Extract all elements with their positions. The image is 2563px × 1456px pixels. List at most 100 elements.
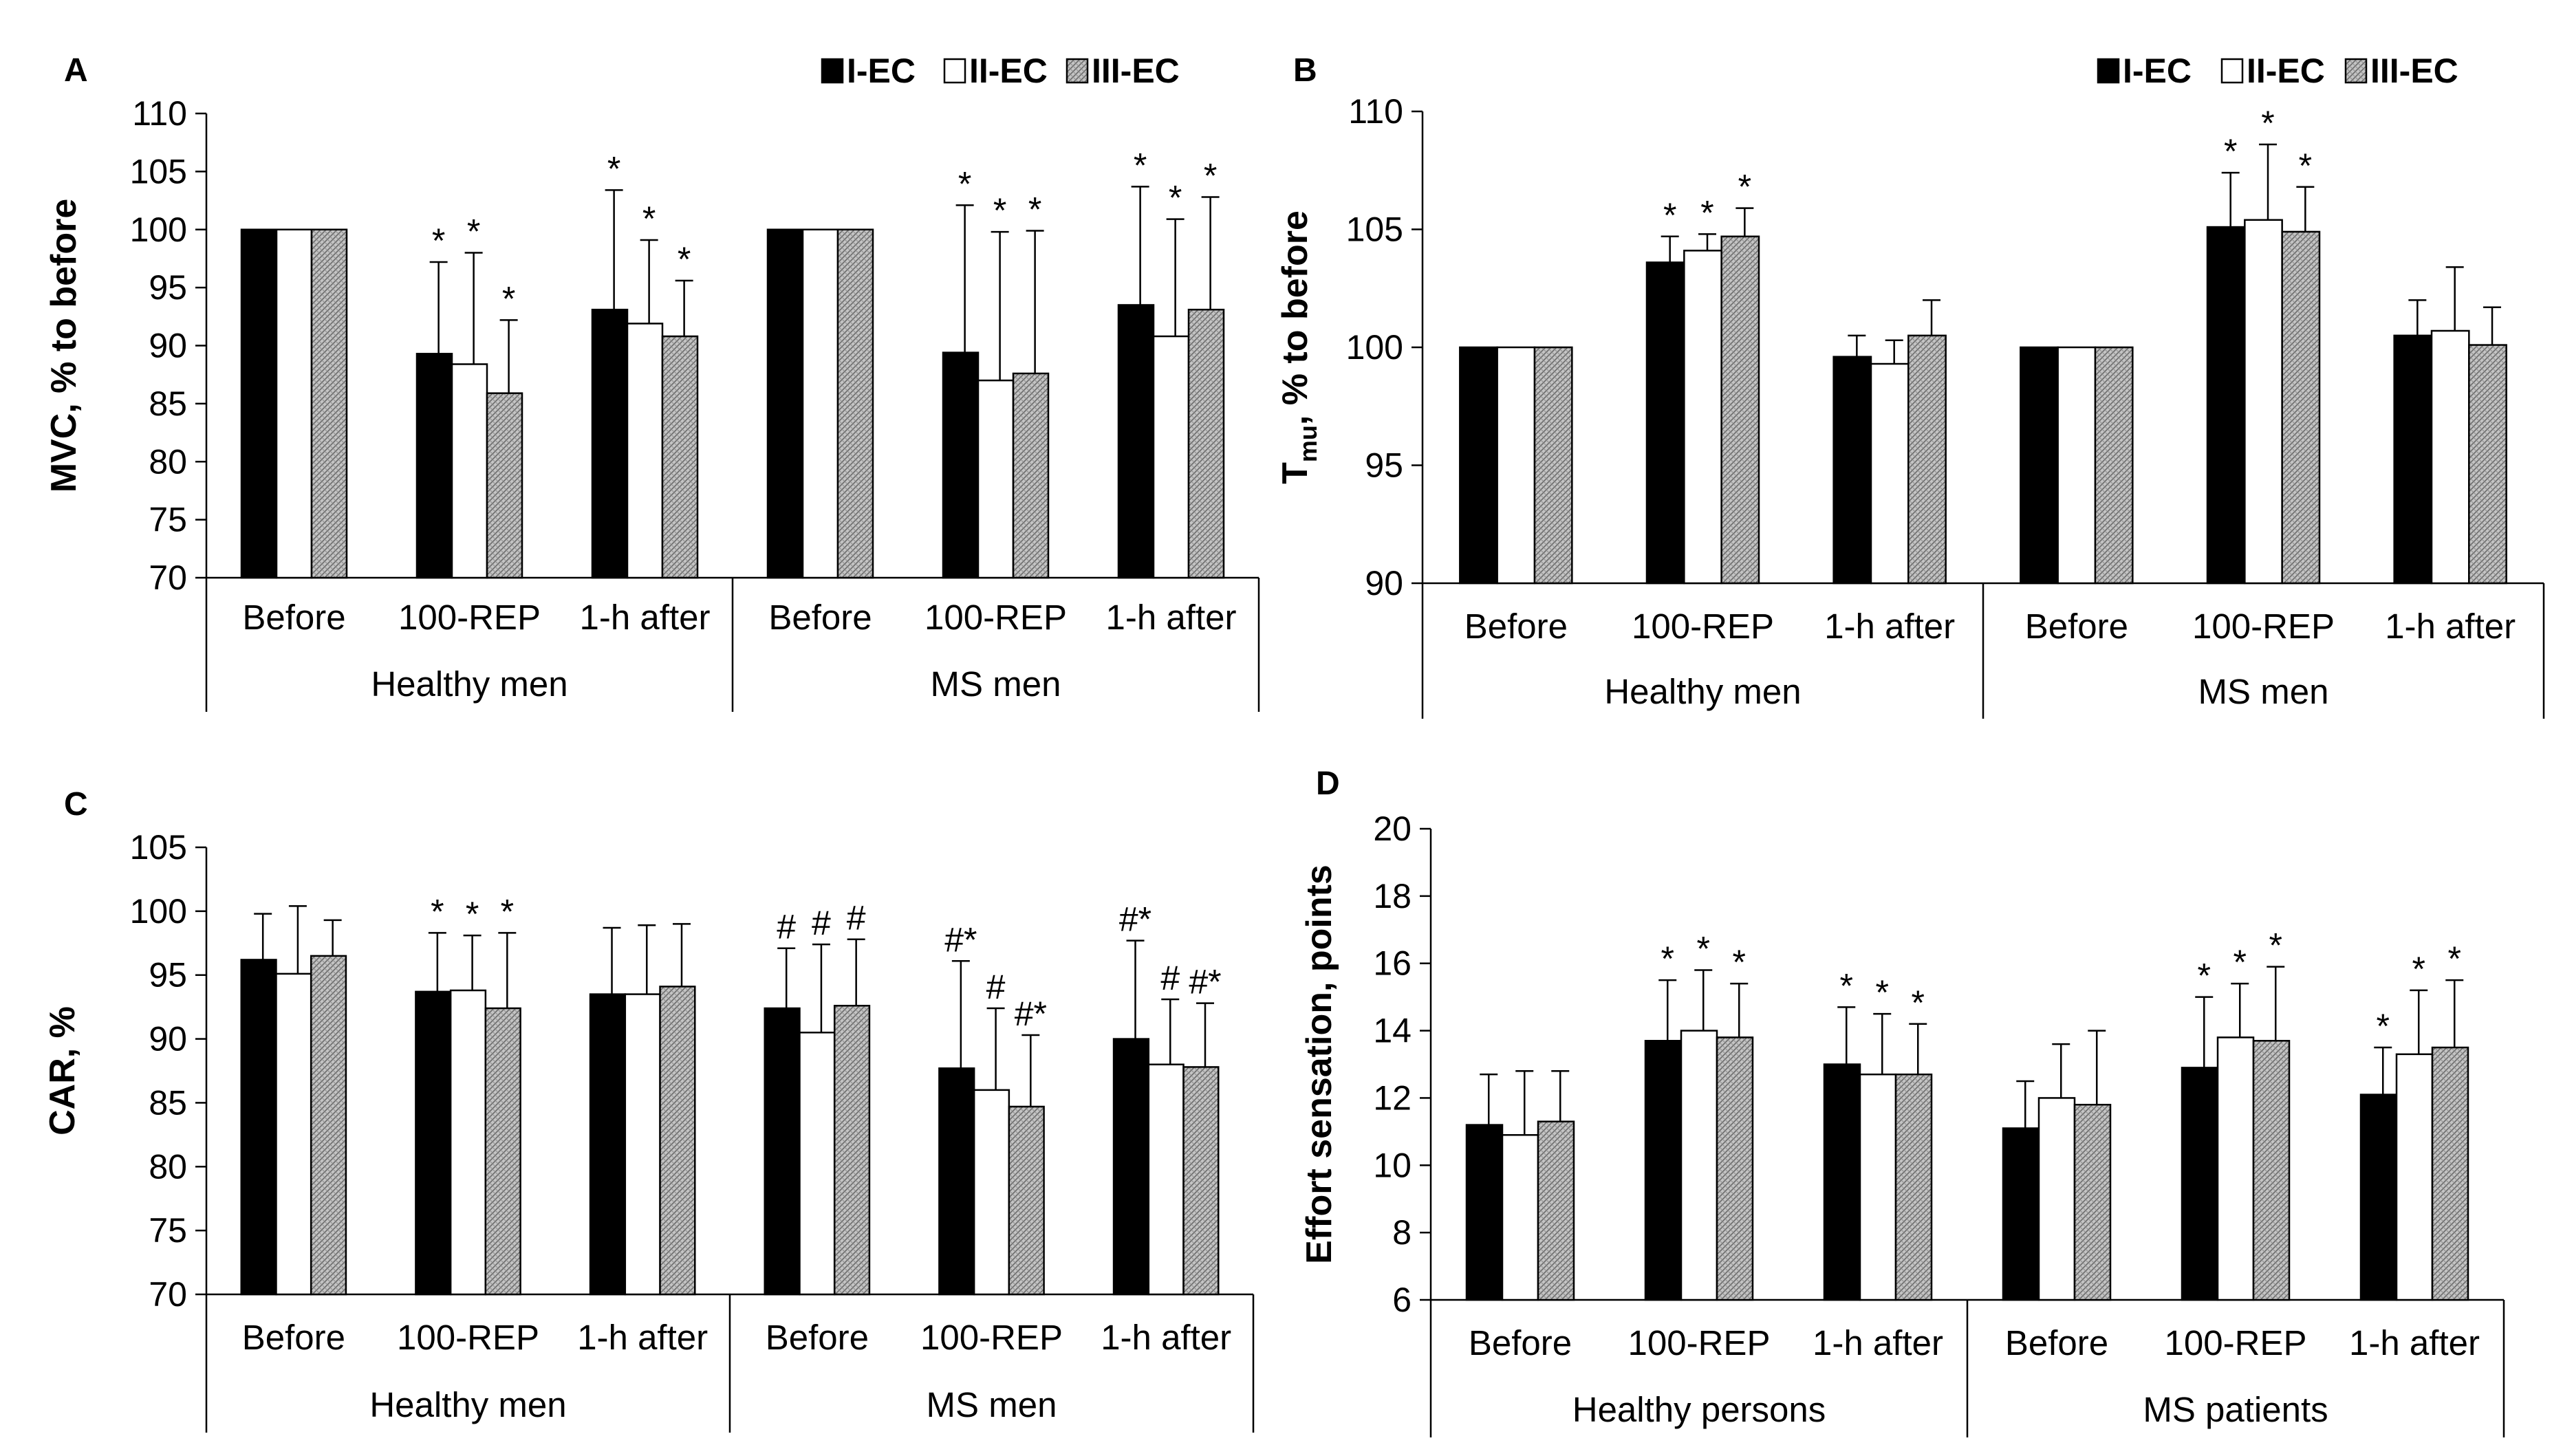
- bar-ii-ec: [1683, 250, 1722, 585]
- bar-i-ec: [591, 308, 629, 579]
- y-tick-label: 10: [1373, 1146, 1412, 1184]
- group-label: MS men: [2198, 672, 2329, 711]
- y-tick-label: 6: [1392, 1281, 1412, 1319]
- significance-mark: *: [1733, 943, 1746, 981]
- significance-mark: *: [502, 279, 515, 318]
- bar-iii-ec: [2431, 1046, 2469, 1301]
- significance-mark: #*: [1015, 995, 1047, 1033]
- bar-iii-ec: [2468, 344, 2507, 585]
- panel-letter: C: [64, 786, 88, 823]
- bar-ii-ec: [626, 323, 664, 579]
- y-tick-label: 85: [149, 1083, 187, 1122]
- bar-i-ec: [1112, 1038, 1150, 1296]
- bar-iii-ec: [1187, 308, 1225, 579]
- significance-mark: *: [642, 199, 656, 238]
- significance-mark: *: [2224, 132, 2237, 171]
- significance-mark: *: [1738, 168, 1751, 206]
- bar-i-ec: [2206, 226, 2246, 585]
- bar-ii-ec: [2395, 1053, 2434, 1301]
- bar-ii-ec: [801, 228, 839, 579]
- y-tick-label: 90: [1365, 564, 1403, 602]
- x-category-label: Before: [2025, 607, 2128, 646]
- significance-mark: *: [2234, 943, 2247, 981]
- x-category-label: Before: [242, 598, 345, 637]
- significance-mark: *: [432, 221, 445, 260]
- bar-ii-ec: [1859, 1073, 1897, 1301]
- legend-label: II-EC: [2247, 52, 2325, 90]
- bar-ii-ec: [2430, 329, 2470, 585]
- bar-ii-ec: [2037, 1097, 2076, 1301]
- x-category-label: 100-REP: [398, 598, 541, 637]
- bar-i-ec: [240, 228, 278, 579]
- bar-ii-ec: [1870, 362, 1910, 585]
- y-axis-label: Tmu, % to before: [1275, 210, 1322, 484]
- significance-mark: *: [1661, 939, 1674, 978]
- bar-i-ec: [2181, 1067, 2219, 1301]
- x-category-label: Before: [1464, 607, 1568, 646]
- bar-iii-ec: [2252, 1040, 2291, 1301]
- bar-i-ec: [415, 353, 453, 579]
- y-tick-label: 75: [149, 1211, 187, 1250]
- y-tick-label: 105: [1346, 210, 1403, 249]
- bar-i-ec: [942, 351, 980, 579]
- panel-letter: D: [1316, 765, 1340, 802]
- y-tick-label: 14: [1373, 1012, 1412, 1050]
- bar-iii-ec: [1894, 1073, 1933, 1301]
- significance-mark: *: [1697, 930, 1710, 968]
- bar-ii-ec: [1147, 1063, 1185, 1296]
- significance-mark: #: [812, 904, 831, 942]
- significance-mark: *: [2261, 104, 2274, 142]
- bar-ii-ec: [275, 973, 312, 1296]
- bar-i-ec: [1459, 346, 1498, 585]
- bar-iii-ec: [2094, 346, 2134, 585]
- y-tick-label: 85: [149, 384, 187, 423]
- x-category-label: 1-h after: [580, 598, 711, 637]
- y-tick-label: 110: [1348, 92, 1403, 131]
- bar-ii-ec: [977, 379, 1015, 579]
- bar-iii-ec: [2073, 1103, 2112, 1301]
- y-tick-label: 95: [149, 268, 187, 307]
- bar-ii-ec: [2244, 219, 2283, 585]
- bar-iii-ec: [1716, 1036, 1754, 1301]
- y-tick-label: 70: [149, 558, 187, 597]
- group-label: Healthy men: [1604, 672, 1801, 711]
- x-category-label: 1-h after: [1106, 598, 1237, 637]
- bar-i-ec: [240, 959, 277, 1296]
- panel-d: D Effort sensation, points 6 8 10 12 14 16 18 20 B…: [1299, 765, 2505, 1437]
- legend-swatch-iii-ec: [1066, 58, 1089, 84]
- legend-swatch-ii-ec: [943, 58, 966, 84]
- legend-label: II-EC: [969, 52, 1048, 90]
- legend-swatch-iii-ec: [2344, 58, 2368, 84]
- significance-mark: *: [1663, 196, 1676, 235]
- x-category-label: 1-h after: [1813, 1323, 1943, 1362]
- bar-iii-ec: [310, 228, 348, 579]
- bar-iii-ec: [1907, 334, 1947, 585]
- legend-label: III-EC: [1092, 52, 1180, 90]
- x-category-label: 100-REP: [1632, 607, 1774, 646]
- x-category-label: 1-h after: [1824, 607, 1955, 646]
- y-tick-label: 8: [1392, 1213, 1412, 1252]
- bar-iii-ec: [2281, 230, 2321, 585]
- bar-i-ec: [1645, 261, 1685, 585]
- bar-iii-ec: [484, 1007, 521, 1296]
- x-category-label: Before: [242, 1318, 345, 1357]
- legend: I-EC II-EC III-EC: [821, 52, 1180, 90]
- significance-mark: *: [993, 191, 1006, 230]
- panel-a: A MVC, % to before 70 75 80 85 90 95 100 105 110 Be…: [44, 52, 1260, 712]
- significance-mark: *: [2269, 926, 2282, 965]
- x-category-label: 1-h after: [2349, 1323, 2480, 1362]
- y-axis-label-rest: , % to before: [1275, 210, 1315, 425]
- y-tick-label: 105: [130, 152, 187, 191]
- significance-mark: *: [1134, 146, 1147, 184]
- y-tick-label: 18: [1373, 877, 1412, 915]
- x-category-label: Before: [1469, 1323, 1572, 1362]
- bar-ii-ec: [451, 363, 488, 579]
- bar-i-ec: [1832, 356, 1872, 585]
- panel-b: B Tmu, % to before 90 95 100 105 110 Before * * * 1…: [1275, 52, 2545, 719]
- x-category-label: Before: [766, 1318, 869, 1357]
- bar-iii-ec: [310, 955, 347, 1296]
- significance-mark: #: [986, 968, 1006, 1006]
- bar-iii-ec: [661, 335, 699, 579]
- significance-mark: *: [958, 164, 971, 203]
- legend: I-EC II-EC III-EC: [2097, 52, 2458, 90]
